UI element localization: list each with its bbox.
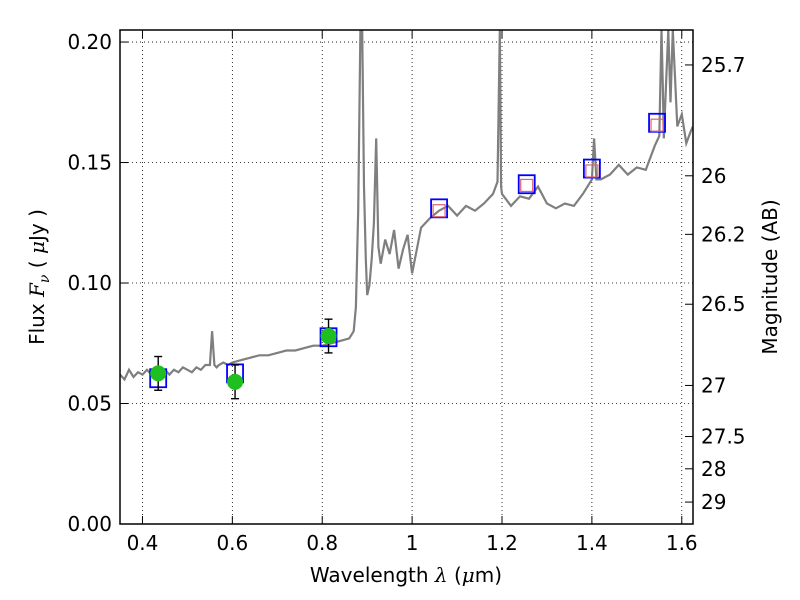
y-tick-label: 0.10 <box>67 271 112 295</box>
x-tick-label: 1.6 <box>666 531 698 555</box>
magnitude-tick-label: 28 <box>701 457 726 481</box>
upper-band-square <box>650 118 664 132</box>
x-tick-label: 1.4 <box>576 531 608 555</box>
magnitude-tick-label: 26.2 <box>701 222 746 246</box>
x-axis-label: Wavelength λ (μm) <box>310 563 502 587</box>
upper-band-square <box>432 204 446 218</box>
spectrum-line <box>120 30 693 382</box>
magnitude-tick-label: 26 <box>701 164 726 188</box>
photometry-point <box>150 365 167 382</box>
photometry-markers <box>149 112 666 400</box>
grid-lines <box>120 30 693 525</box>
upper-band-square <box>585 164 599 178</box>
photometry-point <box>320 328 337 345</box>
x-tick-label: 0.6 <box>216 531 248 555</box>
x-tick-label: 0.4 <box>127 531 159 555</box>
y-tick-label: 0.15 <box>67 151 112 175</box>
x-tick-label: 0.8 <box>306 531 338 555</box>
y-tick-label: 0.05 <box>67 392 112 416</box>
upper-band-square <box>520 178 534 193</box>
y-axis-label: Flux Fν ( μJy ) <box>25 209 53 345</box>
y-tick-label: 0.20 <box>67 30 112 54</box>
magnitude-tick-label: 27.5 <box>701 425 746 449</box>
y-tick-label: 0.00 <box>67 512 112 536</box>
y2-axis-label: Magnitude (AB) <box>758 199 782 354</box>
photometry-point <box>227 373 244 390</box>
magnitude-tick-label: 25.7 <box>701 53 746 77</box>
x-tick-label: 1.2 <box>486 531 518 555</box>
x-tick-label: 1 <box>406 531 419 555</box>
plot-frame <box>119 29 694 525</box>
axis-ticks: 0.4 0.6 0.8 1 1.2 1.4 1.6 0.00 0.05 0.10 0.15 0.20 2… <box>67 30 746 555</box>
spectrum-series <box>120 30 693 382</box>
magnitude-tick-label: 26.5 <box>701 292 746 316</box>
magnitude-tick-label: 29 <box>701 490 726 514</box>
model-band-square <box>517 174 536 195</box>
magnitude-tick-label: 27 <box>701 373 726 397</box>
